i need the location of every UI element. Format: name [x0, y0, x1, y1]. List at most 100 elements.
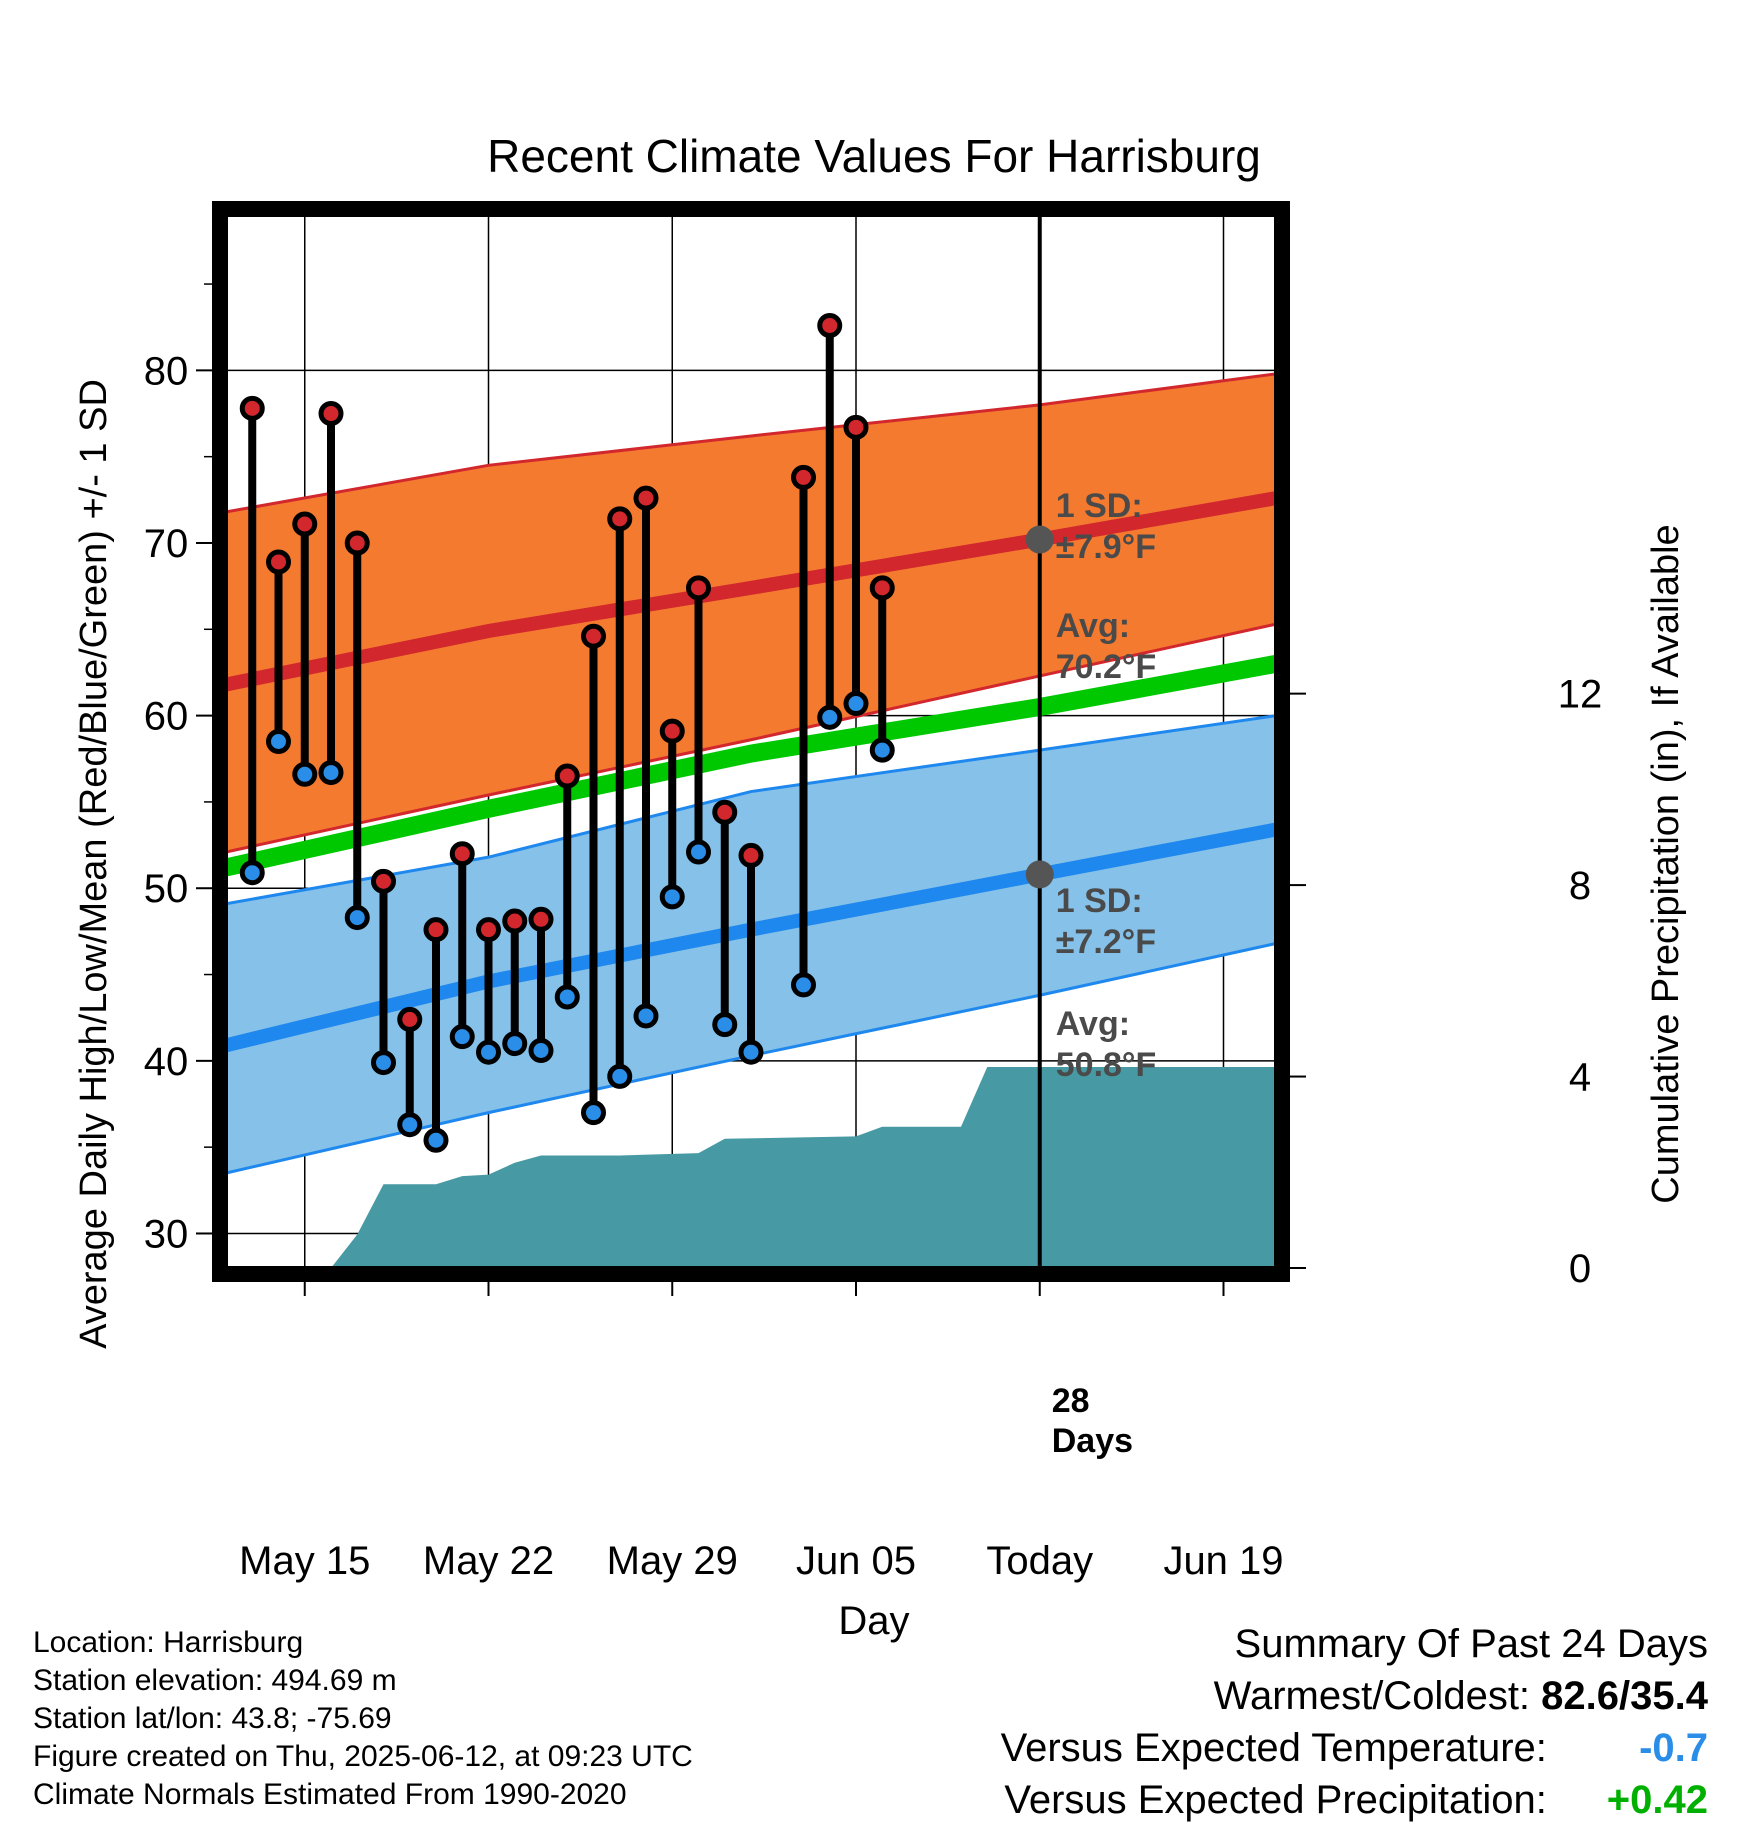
days-count: 28 — [1052, 1382, 1090, 1420]
obs-low-marker — [554, 984, 580, 1010]
high-sd-value: ±7.9°F — [1056, 528, 1156, 566]
y-tick-label: 60 — [144, 695, 189, 739]
obs-high-marker — [581, 623, 606, 649]
today-high-avg-marker — [1025, 525, 1054, 554]
info-elevation: Station elevation: 494.69 m — [33, 1664, 397, 1697]
summary-temp-label: Versus Expected Temperature: — [1000, 1726, 1547, 1770]
high-avg-label: Avg: — [1056, 607, 1130, 645]
obs-high-marker — [292, 511, 318, 537]
x-tick-label: May 15 — [239, 1539, 370, 1583]
low-sd-label: 1 SD: — [1056, 882, 1143, 920]
x-tick-label: May 29 — [607, 1539, 738, 1583]
obs-high-marker — [869, 575, 895, 601]
summary-precip-value: +0.42 — [1606, 1778, 1708, 1822]
y2-tick-label: 12 — [1558, 673, 1603, 717]
summary-warmest-value: 82.6/35.4 — [1541, 1674, 1708, 1718]
obs-low-marker — [659, 884, 685, 910]
obs-high-marker — [449, 841, 475, 867]
obs-low-marker — [266, 729, 291, 754]
x-tick-label: Jun 05 — [796, 1539, 916, 1583]
obs-low-marker — [239, 860, 265, 886]
obs-low-marker — [528, 1037, 554, 1063]
y-axis-label: Average Daily High/Low/Mean (Red/Blue/Gr… — [73, 379, 115, 1349]
y2-axis-label: Cumulative Precipitation (in), If Availa… — [1645, 524, 1687, 1203]
obs-low-marker — [817, 704, 843, 730]
obs-high-marker — [607, 506, 633, 532]
y-tick-label: 40 — [144, 1040, 189, 1084]
low-avg-label: Avg: — [1056, 1005, 1130, 1043]
obs-high-marker — [712, 799, 738, 825]
y2-tick-label: 4 — [1569, 1056, 1591, 1100]
obs-high-marker — [502, 908, 528, 934]
obs-high-marker — [659, 718, 685, 744]
obs-low-marker — [581, 1100, 606, 1126]
low-upper-line — [226, 714, 1276, 906]
obs-low-marker — [449, 1024, 475, 1050]
obs-high-marker — [843, 414, 869, 440]
chart-title: Recent Climate Values For Harrisburg — [487, 130, 1261, 182]
obs-low-marker — [686, 839, 711, 865]
high-lower-line — [226, 622, 1276, 854]
obs-low-marker — [633, 1003, 659, 1029]
obs-high-marker — [344, 530, 370, 556]
low-avg-value: 50.8°F — [1056, 1046, 1157, 1084]
summary-temp-row: Versus Expected Temperature: -0.7 — [1001, 1722, 1708, 1774]
obs-low-marker — [476, 1039, 501, 1065]
obs-high-marker — [633, 485, 659, 511]
info-location: Location: Harrisburg — [33, 1626, 304, 1659]
obs-high-marker — [791, 464, 816, 490]
info-created: Figure created on Thu, 2025-06-12, at 09… — [33, 1740, 693, 1773]
obs-high-marker — [266, 549, 291, 575]
obs-high-marker — [528, 906, 554, 932]
summary-panel: Summary Of Past 24 Days Warmest/Coldest:… — [1001, 1618, 1708, 1826]
high-sd-band — [226, 373, 1276, 852]
plot-frame — [212, 201, 1290, 1282]
obs-low-marker — [423, 1127, 449, 1153]
obs-high-marker — [476, 917, 501, 943]
high-sd-label: 1 SD: — [1056, 487, 1143, 525]
obs-low-marker — [607, 1063, 633, 1089]
summary-warmest-row: Warmest/Coldest: 82.6/35.4 — [1001, 1670, 1708, 1722]
obs-high-marker — [397, 1006, 423, 1032]
mean-normal-line — [226, 654, 1276, 877]
summary-heading: Summary Of Past 24 Days — [1234, 1622, 1708, 1666]
obs-low-marker — [869, 737, 895, 763]
info-latlon: Station lat/lon: 43.8; -75.69 — [33, 1702, 392, 1735]
obs-low-marker — [318, 760, 344, 786]
today-low-avg-marker — [1025, 860, 1054, 889]
obs-high-marker — [686, 575, 711, 601]
summary-precip-row: Versus Expected Precipitation: +0.42 — [1001, 1774, 1708, 1826]
obs-low-marker — [292, 761, 318, 787]
y-tick-label: 50 — [144, 867, 189, 911]
summary-precip-label: Versus Expected Precipitation: — [1004, 1778, 1547, 1822]
obs-high-marker — [371, 868, 396, 894]
days-word: Days — [1052, 1422, 1133, 1460]
obs-high-marker — [554, 763, 580, 789]
low-sd-value: ±7.2°F — [1056, 923, 1156, 961]
y2-tick-label: 0 — [1569, 1247, 1591, 1291]
high-upper-line — [226, 372, 1276, 514]
obs-low-marker — [843, 691, 869, 717]
obs-low-marker — [712, 1012, 738, 1038]
x-tick-label: Jun 19 — [1163, 1539, 1283, 1583]
summary-temp-value: -0.7 — [1639, 1726, 1708, 1770]
obs-high-marker — [318, 401, 344, 427]
obs-low-marker — [791, 972, 816, 998]
obs-low-marker — [502, 1031, 528, 1057]
obs-high-marker — [239, 395, 265, 421]
x-tick-label: Today — [986, 1539, 1093, 1583]
obs-low-marker — [738, 1039, 764, 1065]
obs-high-marker — [423, 917, 449, 943]
high-avg-value: 70.2°F — [1056, 648, 1157, 686]
y-tick-label: 80 — [144, 349, 189, 393]
summary-warmest-label: Warmest/Coldest: — [1213, 1674, 1531, 1718]
obs-low-marker — [344, 905, 370, 931]
obs-high-marker — [817, 312, 843, 338]
x-tick-label: May 22 — [423, 1539, 554, 1583]
high-avg-line — [226, 491, 1276, 692]
y2-tick-label: 8 — [1569, 864, 1591, 908]
y-tick-label: 70 — [144, 522, 189, 566]
plot-layer — [226, 215, 1276, 1268]
